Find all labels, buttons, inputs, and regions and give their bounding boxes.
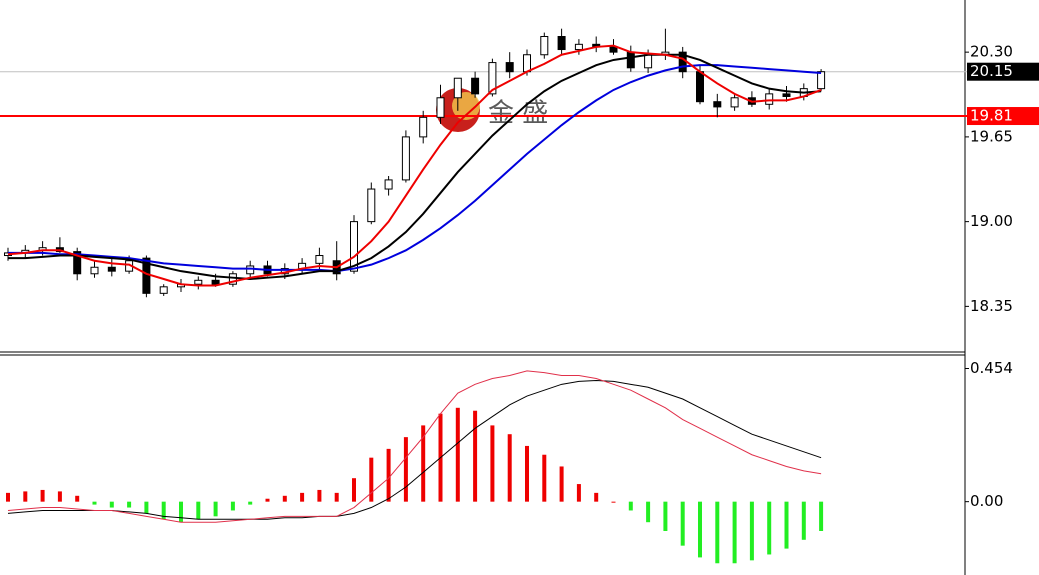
histogram-bar	[628, 501, 633, 511]
histogram-bar	[663, 501, 668, 531]
candle-body	[817, 71, 826, 90]
candle-body	[246, 265, 255, 275]
y-tick-label: 0.00	[970, 492, 1003, 510]
histogram-bar	[646, 501, 651, 523]
price-label-box	[967, 62, 1039, 81]
y-tick-label: 0.454	[970, 359, 1013, 377]
candle-body	[523, 54, 531, 73]
histogram-bar	[369, 457, 374, 502]
histogram-bar	[611, 501, 616, 503]
candle-body	[419, 116, 428, 138]
candle-body	[557, 36, 566, 51]
histogram-bar	[230, 501, 235, 511]
candle-body	[574, 43, 583, 51]
histogram-bar	[715, 501, 720, 564]
histogram-bar	[317, 489, 322, 502]
candle-body	[505, 62, 514, 73]
histogram-bar	[40, 489, 45, 502]
histogram-bar	[248, 501, 253, 505]
histogram-bar	[525, 445, 529, 502]
candle-body	[90, 266, 99, 275]
histogram-bar	[92, 501, 97, 505]
histogram-bar	[490, 425, 495, 502]
histogram-bar	[352, 478, 356, 502]
price-label-box	[967, 107, 1039, 126]
histogram-bar	[421, 425, 426, 502]
candle-body	[159, 286, 168, 294]
histogram-bar	[6, 492, 10, 502]
histogram-bar	[179, 501, 183, 523]
histogram-bar	[542, 454, 547, 502]
candle-body	[696, 71, 704, 103]
histogram-bar	[386, 448, 391, 502]
line	[7, 370, 822, 523]
histogram-bar	[767, 501, 772, 555]
histogram-bar	[265, 498, 270, 502]
candle-body	[367, 188, 376, 223]
histogram-bar	[144, 501, 149, 514]
y-tick-label: 18.35	[970, 297, 1013, 315]
histogram-bar	[127, 501, 132, 508]
histogram-bar	[196, 501, 201, 520]
candle-body	[211, 279, 220, 285]
price-label: 19.81	[970, 107, 1013, 125]
histogram-bar	[680, 501, 685, 546]
candle-body	[730, 97, 739, 108]
histogram-bar	[559, 466, 564, 502]
candle-body	[782, 93, 791, 97]
histogram-bar	[213, 501, 218, 517]
candle-body	[107, 266, 116, 272]
histogram-bar	[732, 501, 737, 564]
candle-body	[350, 221, 358, 272]
candle-body	[765, 93, 774, 105]
price-label: 20.15	[970, 62, 1013, 80]
y-tick-label: 19.65	[970, 127, 1013, 145]
histogram-bar	[23, 491, 28, 502]
candle-body	[384, 179, 393, 190]
y-tick-label: 19.00	[970, 212, 1013, 230]
histogram-bar	[57, 491, 62, 502]
histogram-bar	[784, 501, 789, 549]
candle-body	[436, 97, 445, 118]
candle-body	[713, 101, 722, 108]
histogram-bar	[75, 495, 80, 502]
candle-body	[488, 62, 497, 95]
line	[8, 53, 822, 280]
histogram-bar	[334, 492, 339, 502]
histogram-bar	[473, 410, 478, 502]
histogram-bar	[282, 495, 287, 502]
candle-body	[194, 279, 203, 285]
line	[8, 64, 822, 273]
histogram-bar	[507, 434, 512, 502]
candle-body	[626, 51, 635, 69]
histogram-bar	[455, 407, 460, 502]
histogram-bar	[403, 437, 408, 502]
line	[7, 380, 822, 520]
candle-body	[73, 251, 82, 275]
candle-body	[471, 77, 480, 95]
candle-body	[228, 273, 237, 285]
histogram-bar	[300, 492, 305, 502]
candle-body	[401, 136, 410, 181]
histogram-bar	[594, 492, 599, 502]
candle-body	[453, 77, 462, 99]
candle-body	[315, 255, 324, 264]
histogram-bar	[698, 501, 702, 558]
candle-body	[540, 36, 549, 56]
histogram-bar	[161, 501, 166, 520]
histogram-bar	[749, 501, 754, 561]
logo-inner	[452, 92, 480, 120]
histogram-bar	[576, 484, 581, 502]
histogram-bar	[109, 501, 114, 508]
candle-body	[644, 54, 653, 69]
line	[7, 44, 822, 287]
histogram-bar	[819, 501, 824, 531]
y-tick-label: 20.30	[970, 43, 1013, 61]
histogram-bar	[801, 501, 806, 540]
candle-body	[609, 46, 618, 53]
